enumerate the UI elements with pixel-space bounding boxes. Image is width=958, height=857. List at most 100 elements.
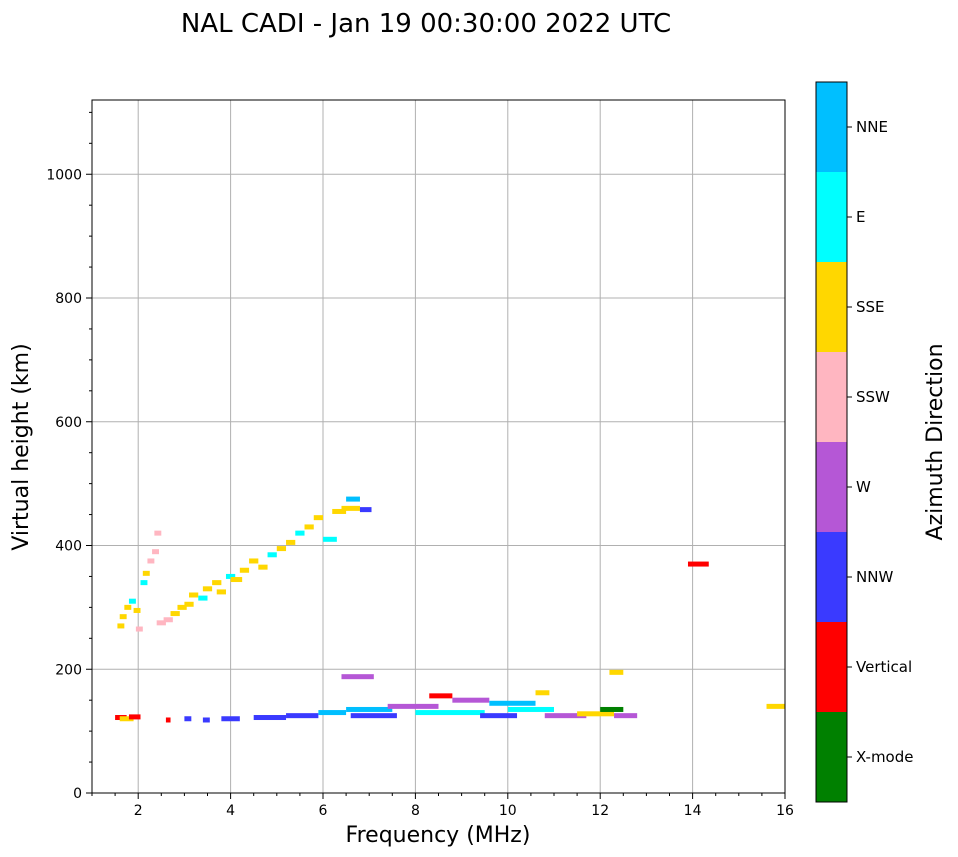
echo-segment <box>140 580 148 586</box>
grid-lines <box>92 100 786 794</box>
colorbar-frame <box>815 81 848 803</box>
y-tick-label: 800 <box>55 291 82 307</box>
colorbar-swatch <box>816 262 847 352</box>
echo-segment <box>304 524 314 530</box>
colorbar: X-mode Vertical NNW W SSW SSE E NNE <box>815 81 913 803</box>
echo-segment <box>323 536 337 542</box>
echo-segment <box>165 717 171 723</box>
echo-segment <box>480 713 518 719</box>
y-tick-label: 200 <box>55 662 82 678</box>
echo-segment <box>189 592 199 598</box>
echo-segment <box>230 577 243 583</box>
y-tick-label: 1000 <box>46 167 82 183</box>
x-tick-label: 8 <box>411 803 420 819</box>
echo-segment <box>267 552 277 558</box>
echo-segment <box>350 713 397 719</box>
x-tick-label: 14 <box>684 803 702 819</box>
echo-segment <box>198 595 208 601</box>
x-tick-label: 10 <box>499 803 517 819</box>
colorbar-swatch <box>816 172 847 262</box>
echo-segment <box>117 623 125 629</box>
echo-segment <box>119 716 134 722</box>
axis-ticks: 2 4 6 8 10 12 14 16 0 200 400 600 800 1000 <box>46 111 794 819</box>
echo-segment <box>286 539 296 545</box>
echo-segment <box>429 693 453 699</box>
echo-segment <box>119 614 127 620</box>
echo-segment <box>124 604 132 610</box>
colorbar-tick-label: W <box>856 478 871 496</box>
echo-segment <box>258 564 268 570</box>
echo-segment <box>313 515 323 521</box>
colorbar-tick-label: Vertical <box>856 658 912 676</box>
x-tick-label: 4 <box>226 803 235 819</box>
echo-segment <box>387 703 439 709</box>
echo-segment <box>249 558 259 564</box>
echo-segment <box>128 598 136 604</box>
colorbar-tick-label: NNE <box>856 118 888 136</box>
colorbar-tick-label: SSW <box>856 388 890 406</box>
echo-segment <box>687 561 709 567</box>
plot-area: 2 4 6 8 10 12 14 16 0 200 400 600 800 1000 <box>46 99 794 819</box>
echo-segment <box>341 674 374 680</box>
echo-segment <box>489 700 536 706</box>
echo-segment <box>142 570 150 576</box>
echo-segment <box>156 620 166 626</box>
y-tick-label: 600 <box>55 415 82 431</box>
colorbar-swatch <box>816 82 847 172</box>
x-tick-label: 12 <box>591 803 609 819</box>
colorbar-swatch <box>816 352 847 442</box>
echo-segment <box>766 703 785 709</box>
echo-segment <box>600 706 624 712</box>
plot-background <box>92 100 785 793</box>
echo-segment <box>221 716 240 722</box>
colorbar-label: Azimuth Direction <box>923 343 948 540</box>
colorbar-tick-label: NNW <box>856 568 893 586</box>
echo-segment <box>253 715 287 721</box>
echo-segment <box>332 508 347 514</box>
colorbar-swatch <box>816 712 847 802</box>
echo-segment <box>415 710 485 716</box>
echo-segment <box>276 546 287 552</box>
x-axis-label: Frequency (MHz) <box>346 823 531 848</box>
echo-segment <box>133 607 141 613</box>
echo-segment <box>452 697 490 703</box>
y-tick-label: 400 <box>55 539 82 555</box>
echo-segment <box>286 713 319 719</box>
colorbar-tick-label: X-mode <box>856 748 913 766</box>
echo-segment <box>225 573 236 579</box>
data-segments <box>115 496 785 723</box>
colorbar-tick-label: SSE <box>856 298 885 316</box>
colorbar-swatch <box>816 622 847 712</box>
echo-segment <box>184 601 194 607</box>
echo-segment <box>177 604 187 610</box>
echo-segment <box>346 706 393 712</box>
y-tick-label: 0 <box>73 786 82 802</box>
echo-segment <box>152 549 159 555</box>
echo-segment <box>614 713 638 719</box>
y-axis-label: Virtual height (km) <box>9 343 34 550</box>
chart-title: NAL CADI - Jan 19 00:30:00 2022 UTC <box>181 9 671 39</box>
plot-frame <box>91 99 786 794</box>
echo-segment <box>318 710 347 716</box>
echo-segment <box>535 690 550 696</box>
x-tick-label: 6 <box>319 803 328 819</box>
echo-segment <box>202 586 213 592</box>
echo-segment <box>346 496 360 502</box>
echo-segment <box>341 505 360 511</box>
echo-segment <box>202 717 210 723</box>
colorbar-tick-label: E <box>856 208 865 226</box>
echo-segment <box>184 716 192 722</box>
echo-segment <box>128 714 141 720</box>
x-tick-label: 2 <box>134 803 143 819</box>
echo-segment <box>135 626 143 632</box>
echo-segment <box>609 669 624 675</box>
echo-segment <box>239 567 250 573</box>
echo-segment <box>216 589 226 595</box>
echo-segment <box>163 617 173 623</box>
colorbar-swatch <box>816 442 847 532</box>
echo-segment <box>507 706 554 712</box>
x-tick-label: 16 <box>776 803 794 819</box>
colorbar-swatch <box>816 532 847 622</box>
echo-segment <box>544 713 587 719</box>
